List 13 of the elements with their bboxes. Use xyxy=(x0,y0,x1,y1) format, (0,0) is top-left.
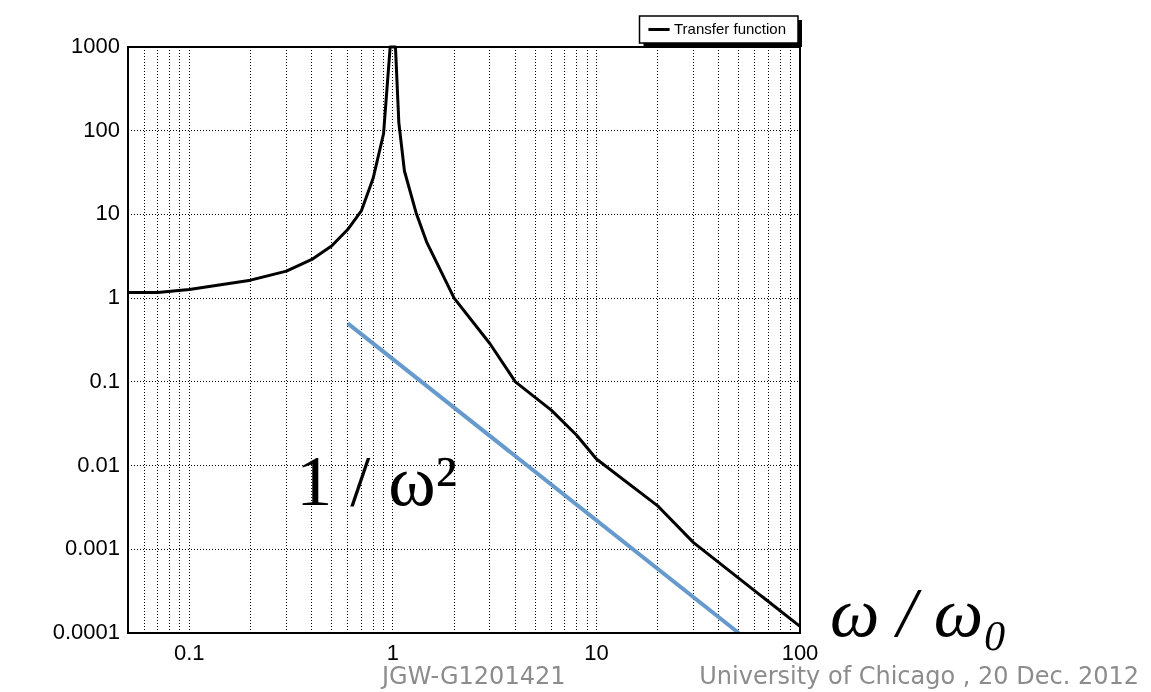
y-tick-label: 0.1 xyxy=(89,367,120,393)
y-tick-label: 100 xyxy=(83,116,120,142)
x-tick-label: 0.1 xyxy=(173,640,205,666)
y-tick-label: 0.001 xyxy=(64,535,120,561)
y-tick-label: 10 xyxy=(95,200,120,226)
x-axis-title: ω / ω₀ xyxy=(830,574,1008,651)
y-tick-label: 1000 xyxy=(71,33,120,59)
y-tick-label: 0.0001 xyxy=(52,619,120,645)
y-tick-label: 1 xyxy=(107,284,120,310)
annotation: 1 / ω² xyxy=(296,441,458,522)
x-tick-label: 10 xyxy=(584,640,609,666)
y-tick-label: 0.01 xyxy=(77,451,120,477)
legend-label: Transfer function xyxy=(674,19,787,37)
